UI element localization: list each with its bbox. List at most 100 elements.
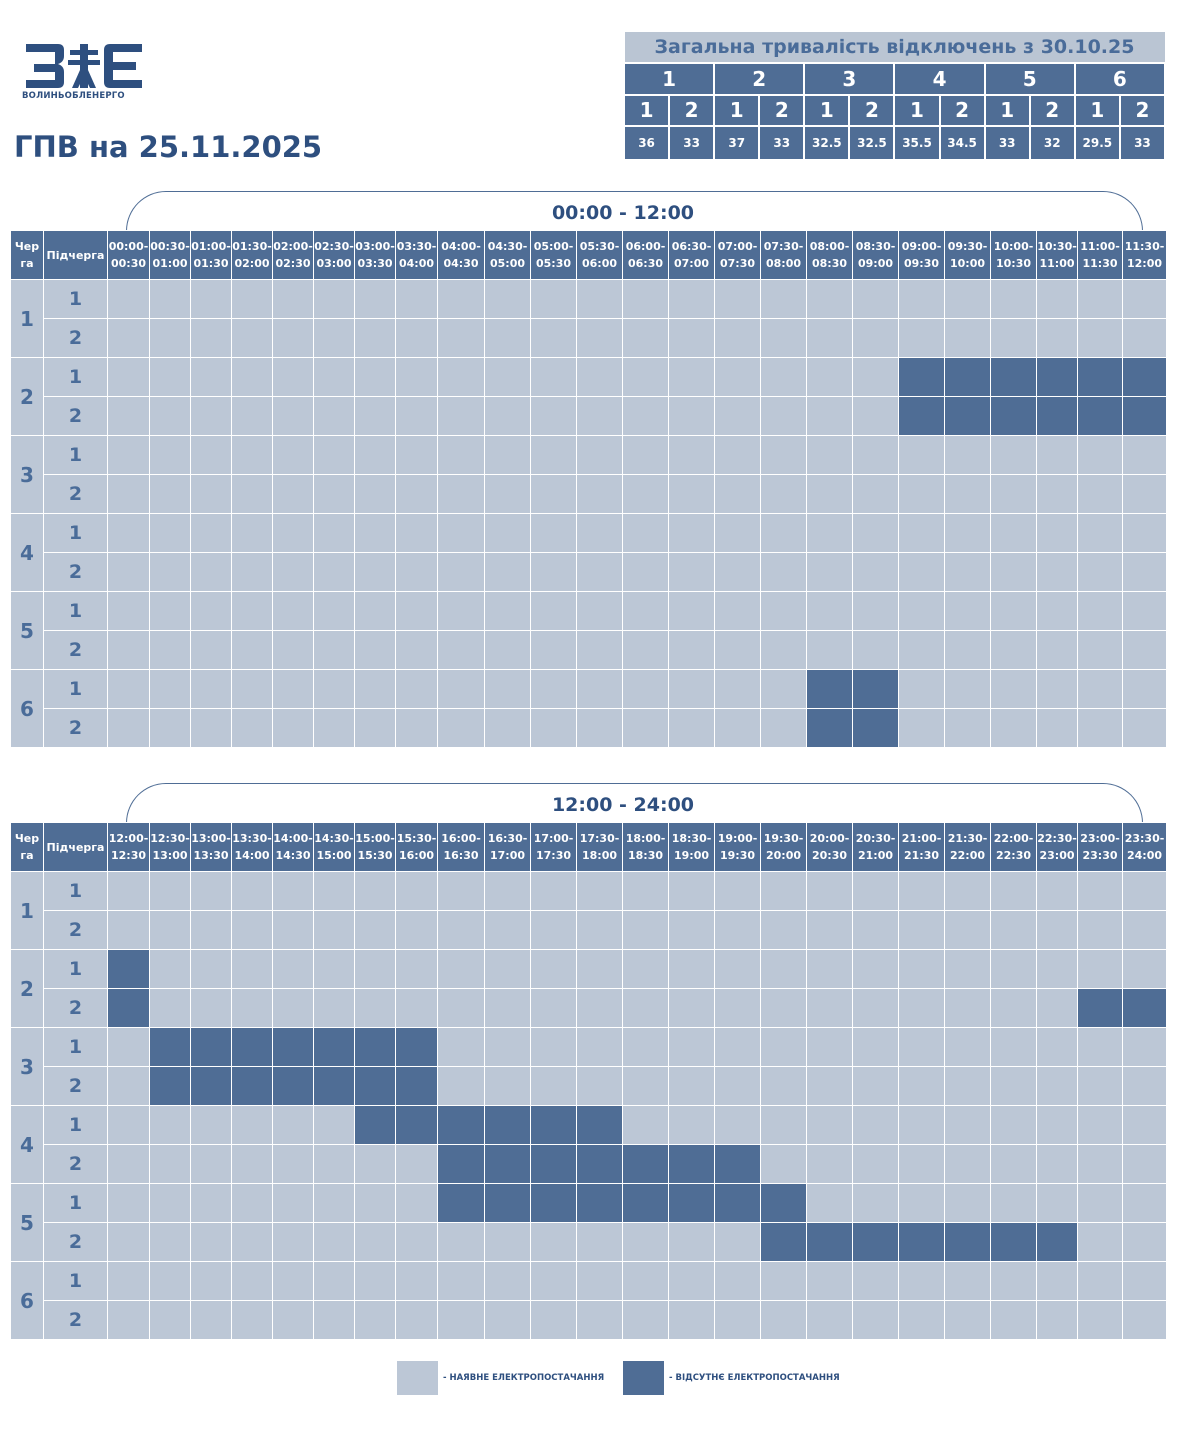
summary-subqueue-cell: 2: [758, 93, 806, 127]
power-cell: [313, 357, 355, 397]
time-slot-start: 18:30-: [671, 832, 712, 845]
time-slot-start: 16:30-: [487, 832, 528, 845]
time-slot-header: 13:00- 13:30: [190, 822, 232, 872]
power-cell: [313, 708, 355, 748]
power-cell: [107, 513, 150, 553]
power-cell: [313, 910, 355, 950]
time-slot-start: 19:00-: [717, 832, 758, 845]
power-cell: [437, 910, 485, 950]
power-cell: [231, 513, 273, 553]
time-slot-start: 17:00-: [533, 832, 574, 845]
power-cell: [760, 871, 807, 911]
power-cell: [1077, 669, 1123, 709]
power-cell: [395, 1300, 438, 1340]
time-slot-start: 08:30-: [855, 240, 896, 253]
time-slot-end: 16:30: [443, 849, 479, 862]
schedule-section-morning: 00:00 - 12:00 Черга Підчерга 00:00- 00:30 00…: [10, 191, 1167, 751]
time-slot-start: 09:30-: [947, 240, 988, 253]
time-slot-end: 04:30: [443, 257, 479, 270]
power-cell: [395, 949, 438, 989]
power-cell: [1122, 513, 1167, 553]
power-cell: [484, 1222, 531, 1262]
power-cell: [484, 988, 531, 1028]
power-cell: [395, 669, 438, 709]
power-cell: [190, 988, 232, 1028]
power-cell: [149, 708, 191, 748]
power-cell: [484, 435, 531, 475]
time-slot-start: 12:00-: [108, 832, 149, 845]
power-cell: [806, 988, 853, 1028]
power-cell: [806, 1300, 853, 1340]
power-cell: [1036, 279, 1078, 319]
queue-cell: 4: [10, 1105, 44, 1184]
power-cell: [668, 1261, 715, 1301]
power-cell: [898, 708, 945, 748]
power-cell: [149, 474, 191, 514]
power-cell: [313, 1105, 355, 1145]
time-slot-start: 14:30-: [314, 832, 354, 845]
time-slot-header: 12:00- 12:30: [107, 822, 150, 872]
power-cell: [231, 988, 273, 1028]
outage-cell: [852, 669, 899, 709]
power-cell: [484, 708, 531, 748]
power-cell: [1122, 435, 1167, 475]
power-cell: [1077, 910, 1123, 950]
power-cell: [1122, 708, 1167, 748]
outage-cell: [898, 357, 945, 397]
table-row: 2: [11, 318, 1167, 358]
outage-cell: [395, 1066, 438, 1106]
outage-cell: [530, 1183, 577, 1223]
power-cell: [1077, 318, 1123, 358]
time-slot-end: 21:00: [857, 849, 893, 862]
power-cell: [898, 474, 945, 514]
time-slot-header: 10:30- 11:00: [1036, 230, 1078, 280]
time-slot-end: 21:30: [903, 849, 939, 862]
subqueue-cell: 1: [43, 871, 108, 911]
page-title: ГПВ на 25.11.2025: [14, 130, 323, 164]
power-cell: [272, 396, 314, 436]
power-cell: [576, 871, 623, 911]
power-cell: [714, 1066, 761, 1106]
power-cell: [760, 513, 807, 553]
power-cell: [354, 949, 396, 989]
header-queue: Черга: [10, 822, 44, 872]
power-cell: [149, 279, 191, 319]
subqueue-cell: 1: [43, 435, 108, 475]
outage-cell: [437, 1105, 485, 1145]
time-slot-end: 01:00: [152, 257, 188, 270]
power-cell: [1036, 474, 1078, 514]
summary-duration-cell: 36: [622, 124, 671, 161]
outage-cell: [1036, 396, 1078, 436]
outage-cell: [530, 1105, 577, 1145]
power-cell: [354, 1144, 396, 1184]
summary-subqueue-cell: 2: [1118, 93, 1167, 127]
summary-duration-cell: 33: [758, 124, 806, 161]
power-cell: [622, 1300, 669, 1340]
power-cell: [1036, 1105, 1078, 1145]
power-cell: [231, 708, 273, 748]
power-cell: [149, 1105, 191, 1145]
power-cell: [272, 949, 314, 989]
power-cell: [944, 1261, 991, 1301]
power-cell: [190, 1144, 232, 1184]
power-cell: [272, 279, 314, 319]
power-cell: [354, 1300, 396, 1340]
power-cell: [622, 435, 669, 475]
power-cell: [107, 552, 150, 592]
power-cell: [944, 1183, 991, 1223]
power-cell: [714, 1300, 761, 1340]
power-cell: [484, 474, 531, 514]
power-cell: [1036, 1300, 1078, 1340]
power-cell: [530, 708, 577, 748]
power-cell: [714, 708, 761, 748]
time-slot-end: 14:30: [275, 849, 311, 862]
power-cell: [1077, 279, 1123, 319]
power-cell: [852, 1105, 899, 1145]
power-cell: [668, 357, 715, 397]
power-cell: [668, 318, 715, 358]
time-slot-end: 06:00: [581, 257, 617, 270]
power-cell: [1077, 1027, 1123, 1067]
power-cell: [107, 1027, 150, 1067]
